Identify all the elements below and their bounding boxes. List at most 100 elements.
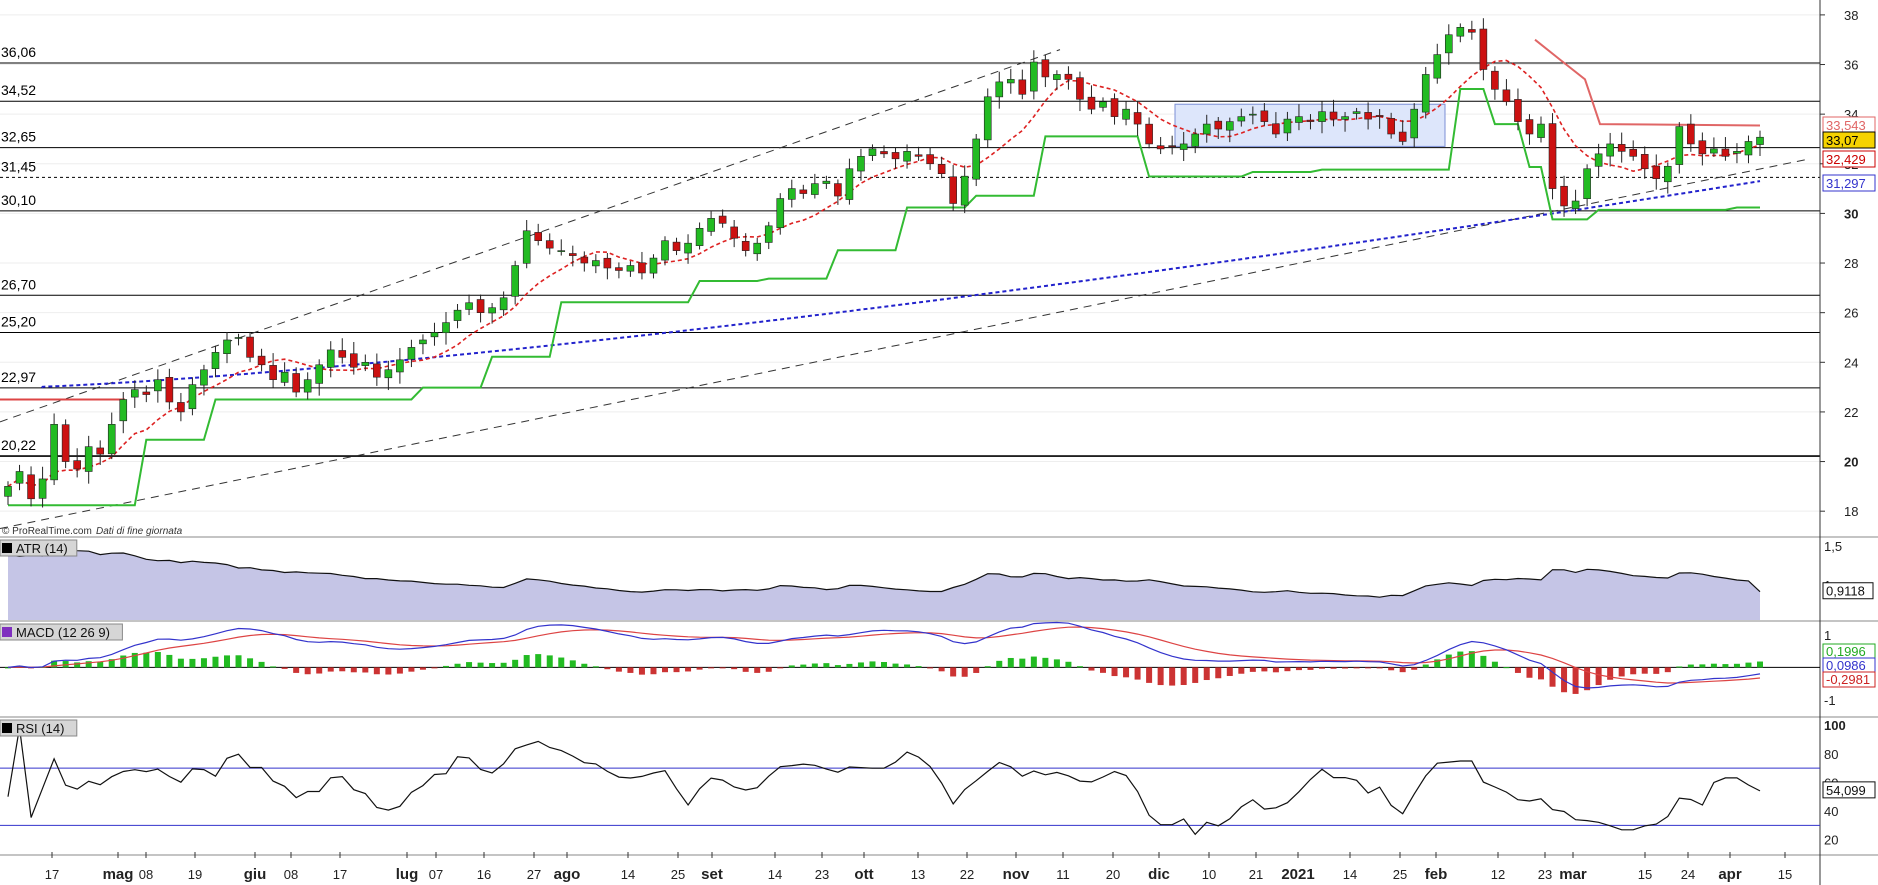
candle-body xyxy=(1295,116,1303,123)
candle-body xyxy=(292,373,300,393)
price-badge-label: 33,543 xyxy=(1826,118,1866,133)
candle xyxy=(1295,104,1303,131)
candle-body xyxy=(972,138,981,180)
macd-bar xyxy=(788,665,795,668)
candle-body xyxy=(27,474,35,500)
x-tick-label: feb xyxy=(1425,866,1448,883)
candle xyxy=(1687,114,1695,152)
candle xyxy=(603,252,612,280)
candle xyxy=(1537,116,1545,143)
macd-bar xyxy=(1411,667,1418,670)
macd-bar xyxy=(224,655,230,668)
macd-bar xyxy=(1076,666,1083,668)
candle-body xyxy=(200,369,208,386)
level-label: 34,52 xyxy=(1,82,36,98)
indicator-title: RSI (14) xyxy=(0,719,78,737)
macd-bar xyxy=(1434,659,1441,668)
candle xyxy=(303,372,312,400)
candle-body xyxy=(1514,99,1522,122)
x-tick-label: 21 xyxy=(1249,867,1263,882)
macd-bar xyxy=(1491,661,1498,668)
candle-body xyxy=(960,175,969,206)
candle-body xyxy=(1617,144,1626,152)
candle xyxy=(522,220,531,269)
level-label: 36,06 xyxy=(1,44,36,60)
candle xyxy=(154,369,162,403)
candle xyxy=(568,245,577,267)
candle-body xyxy=(1110,98,1119,117)
macd-bar xyxy=(1019,658,1026,668)
macd-bar xyxy=(143,652,150,668)
candle-body xyxy=(396,359,404,373)
x-tick-label: set xyxy=(701,866,723,883)
macd-bar xyxy=(1042,657,1049,668)
candle-body xyxy=(1387,118,1395,135)
macd-bar xyxy=(1572,667,1579,694)
macd-bar xyxy=(742,667,749,672)
candle-body xyxy=(1583,168,1591,200)
candle xyxy=(672,237,681,256)
candle xyxy=(926,147,934,170)
candle xyxy=(1525,114,1534,145)
candle xyxy=(188,377,197,416)
candle xyxy=(1006,68,1015,94)
candle-body xyxy=(1433,54,1442,79)
candle xyxy=(1583,164,1591,207)
candle-body xyxy=(338,350,347,358)
candle xyxy=(1191,128,1200,154)
candle xyxy=(1237,108,1246,127)
candle-body xyxy=(1133,112,1142,125)
macd-bar xyxy=(1111,667,1118,677)
x-tick-label: 25 xyxy=(1393,867,1407,882)
candle xyxy=(1675,122,1684,174)
candle xyxy=(1318,101,1326,134)
indicator-title-text: ATR (14) xyxy=(16,541,68,556)
macd-bar xyxy=(673,667,680,673)
candle-body xyxy=(949,176,957,204)
macd-bar xyxy=(454,663,461,668)
candle xyxy=(373,353,381,386)
candle-body xyxy=(61,424,70,462)
level-label: 32,65 xyxy=(1,129,36,145)
candle xyxy=(396,347,404,384)
x-tick-label: 19 xyxy=(188,867,202,882)
macd-bar xyxy=(1445,654,1452,668)
macd-bar xyxy=(535,654,542,668)
x-tick-label: ago xyxy=(554,866,581,883)
x-tick-label: 14 xyxy=(1343,867,1357,882)
candle xyxy=(73,448,81,478)
candle-body xyxy=(1249,113,1257,116)
candle xyxy=(96,440,105,465)
macd-bar xyxy=(1480,655,1487,668)
macd-bar xyxy=(523,655,530,668)
indicator-title: ATR (14) xyxy=(0,539,78,557)
macd-bar xyxy=(1123,667,1130,678)
macd-bar xyxy=(1388,667,1395,671)
candle-body xyxy=(315,364,324,384)
candle-body xyxy=(568,253,577,256)
macd-bar xyxy=(823,663,830,668)
candle-body xyxy=(799,189,808,194)
candle-body xyxy=(1571,200,1580,209)
rsi-tick-label: 20 xyxy=(1824,833,1838,848)
macd-bar xyxy=(373,667,380,675)
candle-body xyxy=(649,257,658,274)
price-tick-label: 26 xyxy=(1844,306,1858,321)
macd-tick-label: 1 xyxy=(1824,628,1831,643)
macd-bar xyxy=(293,667,300,673)
candle xyxy=(799,184,808,199)
candle-body xyxy=(1272,123,1280,135)
candle-body xyxy=(1594,153,1603,167)
macd-bar xyxy=(1399,667,1406,673)
candle xyxy=(1733,143,1741,164)
candle xyxy=(50,413,58,486)
macd-bar xyxy=(961,667,968,677)
indicator-title-text: MACD (12 26 9) xyxy=(16,625,110,640)
macd-bar xyxy=(270,666,277,668)
macd-bar xyxy=(1307,667,1314,670)
candle xyxy=(638,251,646,280)
macd-bar xyxy=(339,667,346,672)
macd-bar xyxy=(754,667,761,673)
macd-bar xyxy=(200,658,207,668)
candle-body xyxy=(84,446,93,472)
